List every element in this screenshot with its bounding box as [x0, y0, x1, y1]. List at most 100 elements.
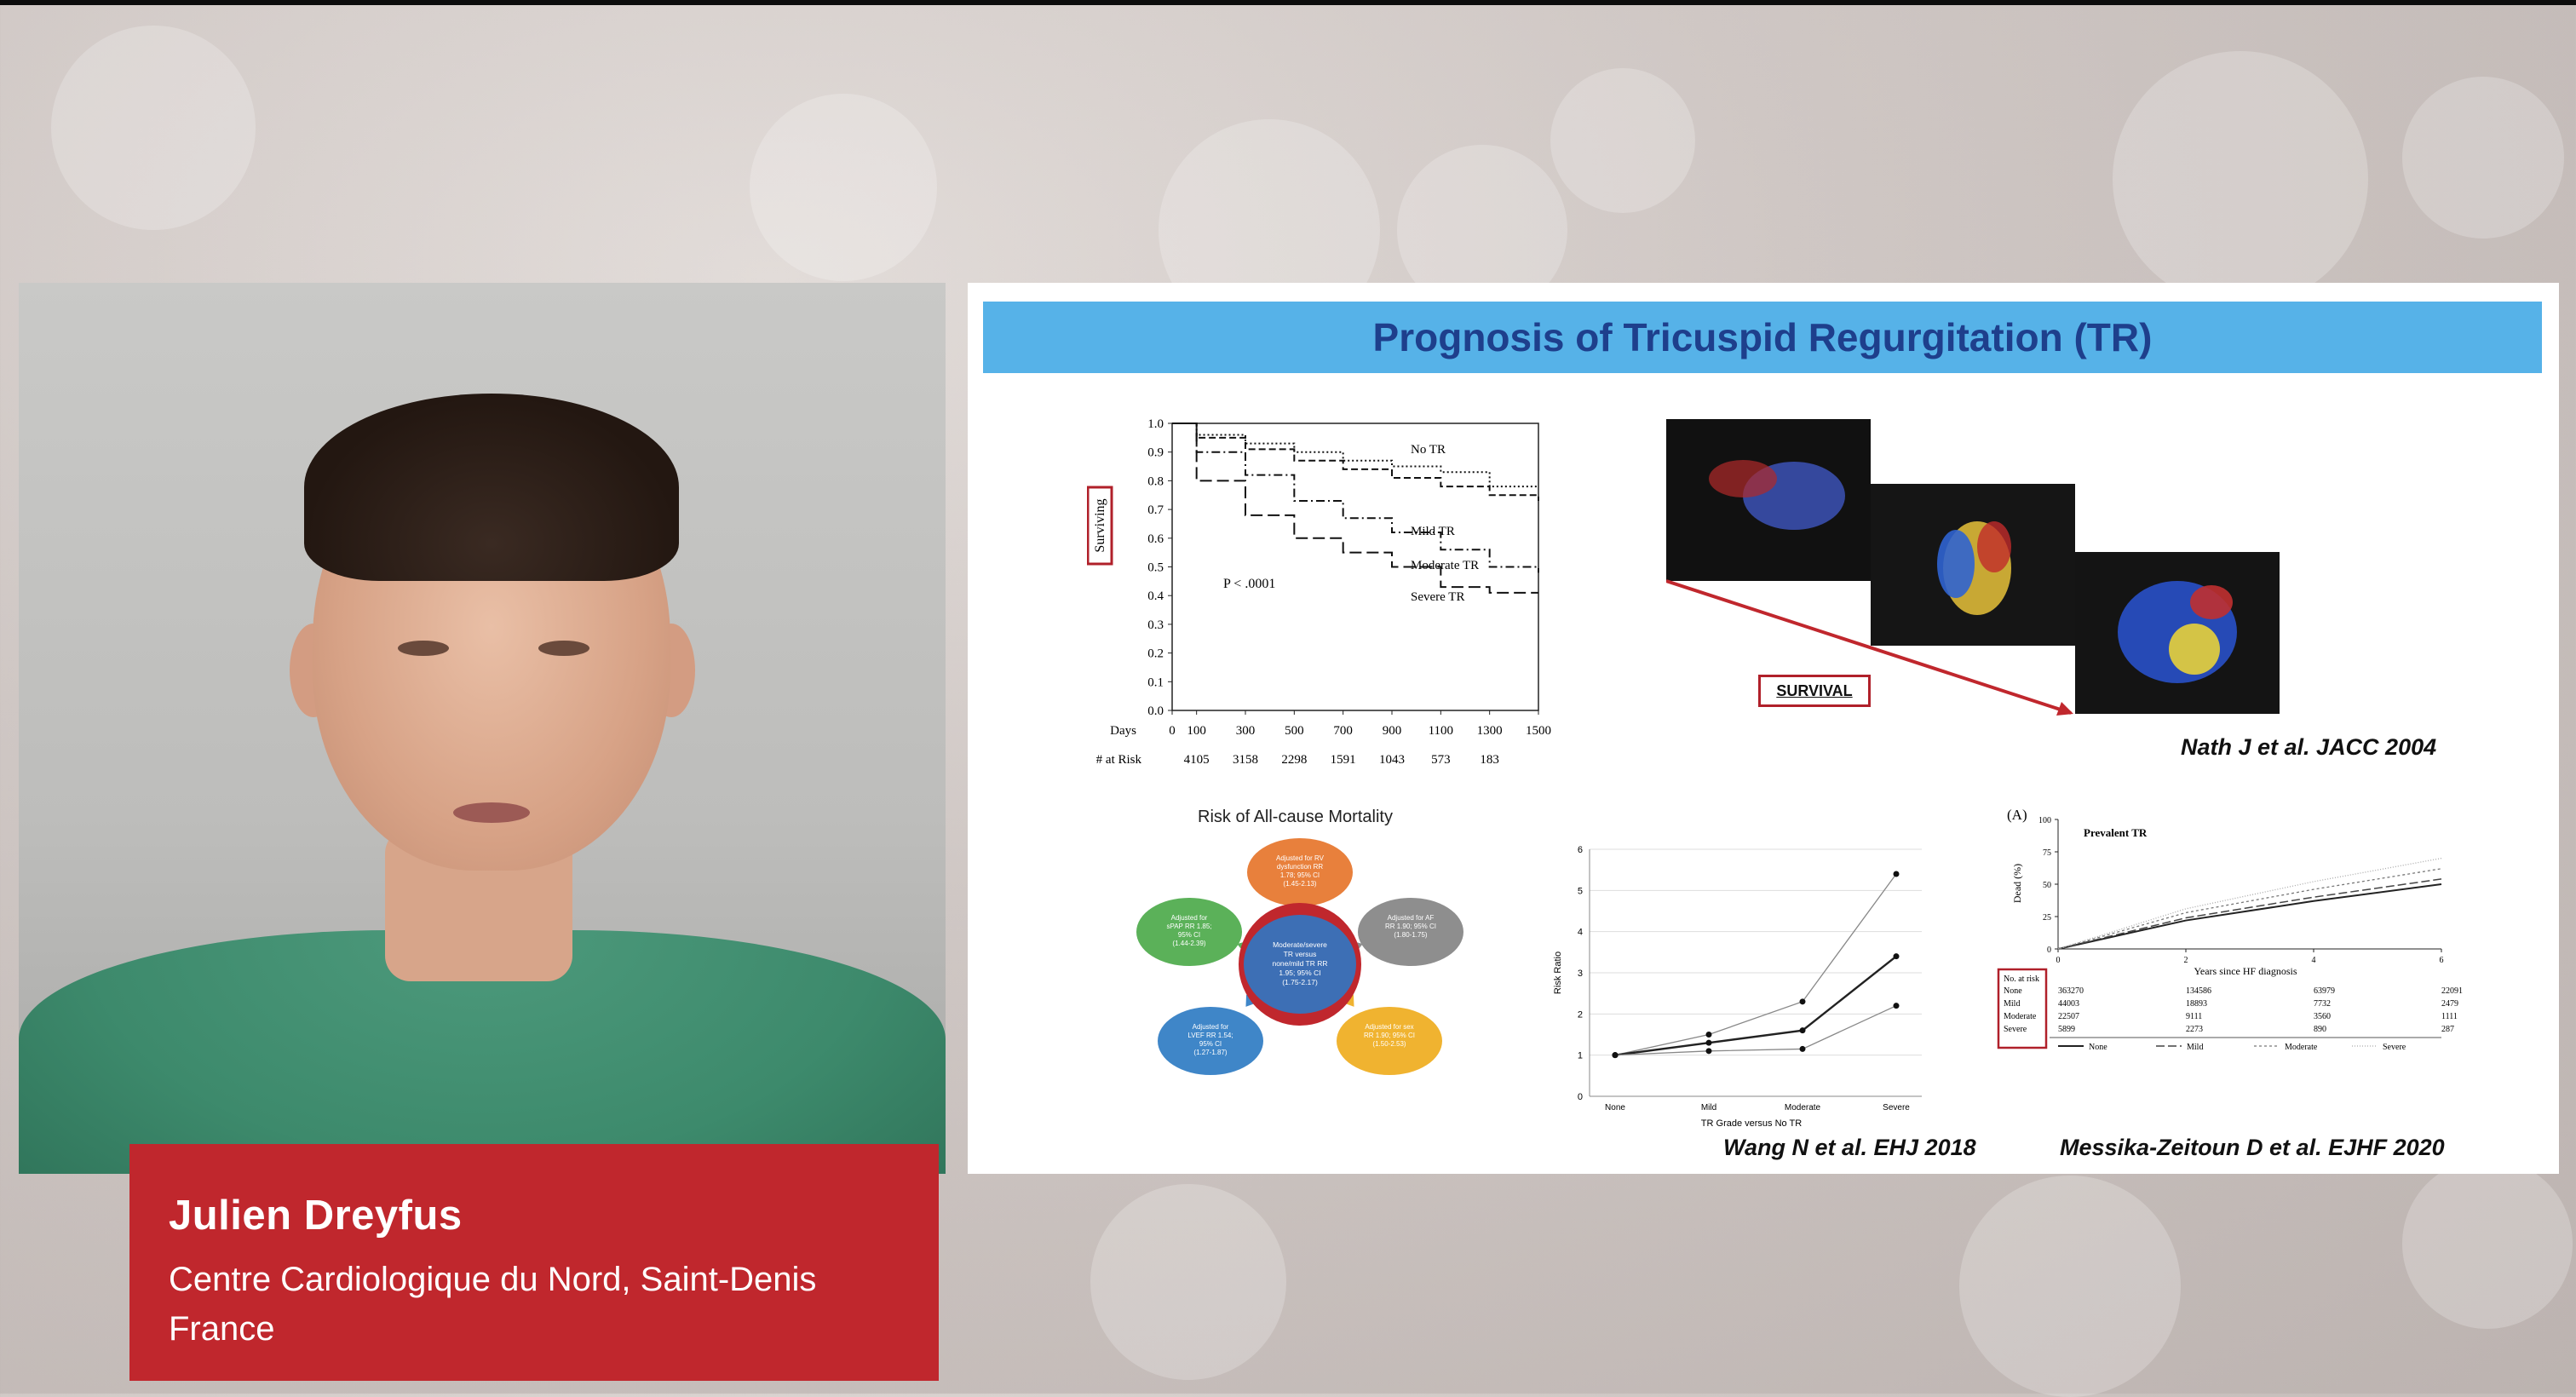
y-tick-label: 0.7 — [1147, 503, 1164, 517]
x-tick-label: 2 — [2184, 956, 2188, 965]
bokeh-circle — [2113, 51, 2368, 307]
y-tick-label: 1.0 — [1147, 417, 1164, 431]
at-risk-value: 1591 — [1331, 753, 1356, 767]
presenter-affiliation: Centre Cardiologique du Nord, Saint-Deni… — [169, 1255, 816, 1354]
y-tick-label: 0.9 — [1147, 446, 1164, 460]
diagram-title: Risk of All-cause Mortality — [1198, 808, 1393, 826]
data-point — [1705, 1039, 1712, 1046]
bokeh-circle — [1090, 1184, 1286, 1380]
risk-node-text: RR 1.90; 95% CI — [1385, 923, 1436, 930]
risk-node-text: (1.45-2.13) — [1283, 880, 1316, 888]
risk-table-value: 63979 — [2314, 986, 2335, 996]
presenter-video — [19, 283, 946, 1174]
x-tick-label: 6 — [2440, 956, 2444, 965]
y-tick-label: 1 — [1578, 1051, 1583, 1061]
x-tick-label: 900 — [1383, 724, 1402, 738]
risk-node-text: (1.27-1.87) — [1193, 1049, 1227, 1056]
x-tick-label: 4 — [2312, 956, 2316, 965]
risk-table-row-label: None — [2004, 986, 2022, 996]
risk-node-text: sPAP RR 1.85; — [1166, 923, 1211, 930]
x-tick-label: 100 — [1187, 724, 1206, 738]
legend-label: Severe — [2383, 1043, 2406, 1052]
bokeh-circle — [2402, 77, 2564, 239]
chart-title: Prevalent TR — [2084, 826, 2148, 839]
y-tick-label: 25 — [2043, 913, 2051, 923]
legend-label: None — [2089, 1043, 2107, 1052]
y-tick-label: 2 — [1578, 1009, 1583, 1020]
presenter-mouth — [453, 802, 530, 823]
risk-node-text: dysfunction RR — [1277, 863, 1323, 871]
data-point — [1893, 1003, 1900, 1009]
risk-node — [1136, 898, 1242, 966]
risk-ratio-line — [1614, 955, 1897, 1056]
survival-curve — [1172, 423, 1538, 594]
risk-table-value: 22507 — [2058, 1012, 2079, 1021]
risk-table-value: 890 — [2314, 1025, 2326, 1034]
presenter-org-line: Centre Cardiologique du Nord, Saint-Deni… — [169, 1261, 817, 1298]
data-point — [1612, 1052, 1619, 1059]
arrow-head-icon — [2056, 702, 2073, 716]
y-tick-label: 0.3 — [1147, 618, 1164, 632]
presenter-eye — [398, 641, 449, 656]
echo-doppler-flow — [2190, 585, 2233, 619]
data-point — [1893, 871, 1900, 877]
y-tick-label: 0.0 — [1147, 704, 1164, 718]
risk-ratio-chart: Risk Ratio TR Grade versus No TR 0 1 2 3 4 5 6… — [1553, 845, 1922, 1129]
slide-title: Prognosis of Tricuspid Regurgitation (TR… — [983, 302, 2542, 373]
citation-messika: Messika-Zeitoun D et al. EJHF 2020 — [2060, 1135, 2445, 1160]
x-tick-label: 300 — [1236, 724, 1256, 738]
risk-table-value: 22091 — [2441, 986, 2463, 996]
x-tick-label: 1100 — [1429, 724, 1453, 738]
survival-curve — [1172, 423, 1539, 501]
echo-doppler-flow — [1709, 460, 1777, 497]
x-tick-label: 700 — [1333, 724, 1353, 738]
x-tick-label: 0 — [1169, 724, 1176, 738]
y-tick-label: 5 — [1578, 886, 1583, 896]
y-tick-label: 50 — [2043, 881, 2051, 890]
center-node-text: Moderate/severe — [1273, 940, 1327, 949]
risk-node-text: Adjusted for RV — [1276, 854, 1325, 862]
mortality-curve — [2057, 878, 2442, 950]
survival-label: SURVIVAL — [1758, 675, 1871, 707]
survival-curve — [1172, 423, 1539, 573]
legend-label: Mild — [2187, 1043, 2203, 1052]
survival-curve — [1172, 423, 1538, 488]
risk-node-text: (1.80-1.75) — [1394, 931, 1427, 939]
y-axis-label-box — [1087, 486, 1113, 566]
risk-table-value: 2479 — [2441, 999, 2458, 1009]
risk-table-value: 363270 — [2058, 986, 2084, 996]
center-node-text: TR versus — [1284, 950, 1317, 958]
y-tick-label: 0.5 — [1147, 561, 1164, 575]
at-risk-value: 2298 — [1281, 753, 1307, 767]
y-tick-label: 0.2 — [1147, 647, 1164, 661]
y-axis-label: Dead (%) — [2011, 864, 2023, 903]
risk-table-row-label: Mild — [2004, 999, 2020, 1009]
y-tick-label: 0.8 — [1147, 474, 1164, 488]
series-label: Moderate TR — [1411, 559, 1479, 572]
x-tick-label: 500 — [1285, 724, 1304, 738]
risk-table-label-box — [1997, 968, 2048, 1049]
y-tick-label: 0 — [2047, 946, 2051, 955]
x-tick-label: None — [1605, 1103, 1625, 1112]
presenter-name-card: Julien Dreyfus Centre Cardiologique du N… — [129, 1144, 939, 1381]
y-axis-label: Surviving — [1093, 498, 1107, 552]
mortality-curve — [2057, 883, 2442, 950]
risk-ratio-line — [1614, 1005, 1897, 1056]
risk-node-text: 1.78; 95% CI — [1280, 871, 1320, 879]
risk-node-text: Adjusted for — [1171, 914, 1208, 922]
risk-table-value: 5899 — [2058, 1025, 2075, 1034]
y-tick-label: 4 — [1578, 928, 1583, 938]
bokeh-circle — [1959, 1176, 2181, 1397]
risk-node-text: (1.44-2.39) — [1172, 940, 1205, 947]
x-tick-label: Severe — [1883, 1103, 1910, 1112]
p-value-annotation: P < .0001 — [1223, 577, 1275, 591]
y-tick-label: 6 — [1578, 845, 1583, 855]
risk-node-text: Adjusted for sex — [1365, 1023, 1413, 1031]
mortality-curve — [2057, 868, 2442, 950]
legend-label: Moderate — [2285, 1043, 2318, 1052]
at-risk-value: 4105 — [1184, 753, 1210, 767]
risk-node-text: (1.50-2.53) — [1372, 1040, 1406, 1048]
y-axis-label: Risk Ratio — [1553, 951, 1563, 994]
center-node-text: none/mild TR RR — [1272, 959, 1327, 968]
